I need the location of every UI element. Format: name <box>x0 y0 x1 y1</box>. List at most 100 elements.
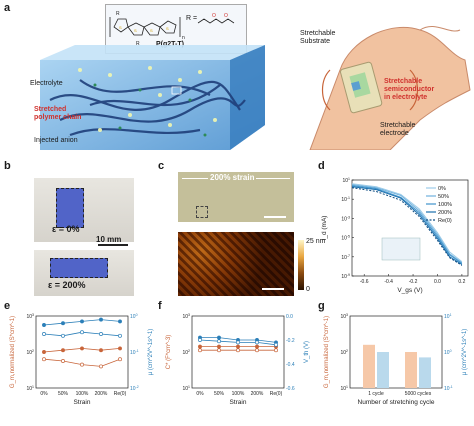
scale-bar-b-label: 10 mm <box>96 235 122 244</box>
roi-box <box>196 206 208 218</box>
ylabel-left-f: C* (F*cm^-3) <box>166 335 172 369</box>
point-f-3-0 <box>198 338 202 342</box>
point-e-3-3 <box>99 332 103 336</box>
scale-bar-afm <box>262 288 284 290</box>
point-e-1-3 <box>99 364 103 369</box>
ytick-right-f-0: 0.0 <box>286 314 293 320</box>
ytick-left-e-0: 103 <box>26 313 34 320</box>
ylabel-right-f: V_th (V) <box>304 341 310 363</box>
legend-label-1: 50% <box>438 194 449 200</box>
stretched-chain-label-1: Stretched <box>34 106 67 113</box>
ytick-right-e-2: 10-2 <box>130 385 139 392</box>
afm-image <box>178 232 294 296</box>
wrist-illustration <box>300 10 472 151</box>
ytick-left-g-1: 102 <box>340 349 348 356</box>
ytick-left-e-2: 101 <box>26 385 34 392</box>
point-e-3-0 <box>42 332 46 336</box>
afm-colorbar-max: 25 nm <box>306 238 326 245</box>
point-e-1-2 <box>80 362 84 367</box>
xtick-label-e-3: 200% <box>95 391 108 397</box>
point-e-3-4 <box>118 333 122 338</box>
ytick-right-g-0: 101 <box>444 313 452 320</box>
point-e-3-1 <box>61 333 65 338</box>
xlabel-e: Strain <box>74 399 91 406</box>
panel-c-letter: c <box>158 160 165 172</box>
xlabel-g: Number of stretching cycle <box>358 399 435 406</box>
xtick-label-d-0: -0.6 <box>360 279 369 285</box>
panel-b-letter: b <box>4 160 11 172</box>
point-f-1-1 <box>217 348 221 353</box>
ytick-right-f-3: -0.6 <box>286 386 295 392</box>
plot-frame-d <box>351 179 469 277</box>
ytick-left-f-2: 101 <box>182 385 190 392</box>
xtick-label-e-4: Re(0) <box>114 391 127 397</box>
ytick-label-d-3: 10-5 <box>341 235 350 242</box>
xtick-label-g-0: 1 cycle <box>368 391 384 397</box>
ylabel-d: I_d (mA) <box>321 216 328 241</box>
xtick-label-e-1: 50% <box>58 391 69 397</box>
panel-f-letter: f <box>158 300 162 312</box>
stretched-chain-label-2: polymer chain <box>34 114 82 121</box>
svg-text:O: O <box>212 13 216 19</box>
substrate-label-2: Substrate <box>300 38 330 45</box>
ytick-label-d-5: 10-9 <box>341 273 350 280</box>
semiconductor-label-3: in electrolyte <box>384 94 428 101</box>
svg-text:R: R <box>136 41 140 47</box>
svg-text:S: S <box>166 26 169 31</box>
point-e-1-1 <box>61 359 65 363</box>
electrode-label-2: electrode <box>380 130 409 137</box>
bar-mu-1 <box>419 357 431 388</box>
point-e-2-1 <box>61 321 65 326</box>
semiconductor-label-2: semiconductor <box>384 86 435 93</box>
strain-label: 200% strain <box>208 173 257 182</box>
ytick-label-d-1: 10-1 <box>341 196 350 203</box>
afm-colorbar-min: 0 <box>306 286 310 293</box>
ylabel-right-e: μ (cm^2V^-1s^-1) <box>148 329 154 376</box>
bar-gm-1 <box>405 352 417 388</box>
xtick-label-f-4: Re(0) <box>270 391 283 397</box>
point-f-0-1 <box>217 344 221 349</box>
ytick-right-g-2: 10-1 <box>444 385 453 392</box>
series-line-1 <box>351 184 463 264</box>
point-e-1-0 <box>42 357 46 362</box>
panel-d-letter: d <box>318 160 325 172</box>
bar-mu-0 <box>377 352 389 388</box>
film-sample-stretched <box>50 258 108 278</box>
bar-gm-0 <box>363 344 375 388</box>
ytick-label-d-0: 101 <box>342 177 350 184</box>
xtick-label-g-1: 5000 cycles <box>405 391 432 397</box>
scale-bar-c <box>264 216 286 218</box>
xtick-label-e-2: 100% <box>76 391 89 397</box>
point-e-2-3 <box>99 317 103 322</box>
ytick-left-f-1: 102 <box>182 349 190 356</box>
ytick-label-d-4: 10-7 <box>341 254 350 261</box>
point-f-1-4 <box>274 348 278 353</box>
xtick-label-f-0: 0% <box>196 391 204 397</box>
panel-e-letter: e <box>4 300 11 312</box>
film-photo-200-percent: ε = 200% <box>34 250 134 296</box>
strain-optical-image: 200% strain <box>178 172 294 222</box>
svg-text:S: S <box>134 28 137 33</box>
point-f-3-4 <box>274 342 278 347</box>
ytick-label-d-2: 10-3 <box>341 215 350 222</box>
cycling-bar-chart: 1 cycle 5000 cycles 103 102 101 101 100 10-1 Num… <box>324 313 468 406</box>
xtick-label-d-4: 0.2 <box>458 279 465 285</box>
ylabel-left-e: G_m,normalized (S*cm^-1) <box>10 316 16 388</box>
point-f-1-0 <box>198 348 202 353</box>
capacitance-vth-chart: 0% 50% 100% 200% Re(0) 103 102 101 0.0 -0.2 -0.4 -0… <box>166 313 310 406</box>
xtick-label-f-2: 100% <box>232 391 245 397</box>
panel-a-letter: a <box>4 2 11 14</box>
point-f-1-2 <box>236 348 240 353</box>
ytick-right-g-1: 100 <box>444 349 452 356</box>
series-line-3 <box>351 186 463 265</box>
xlabel-d: V_gs (V) <box>397 287 422 294</box>
panel-g-letter: g <box>318 300 325 312</box>
svg-text:S: S <box>119 25 122 30</box>
point-e-0-3 <box>99 348 103 353</box>
afm-colorbar <box>298 240 304 290</box>
ytick-right-f-1: -0.2 <box>286 338 295 344</box>
plot-frame-f <box>191 315 285 389</box>
legend-label-3: 200% <box>438 210 452 216</box>
svg-text:n: n <box>182 35 185 41</box>
xtick-label-d-3: 0.0 <box>434 279 441 285</box>
